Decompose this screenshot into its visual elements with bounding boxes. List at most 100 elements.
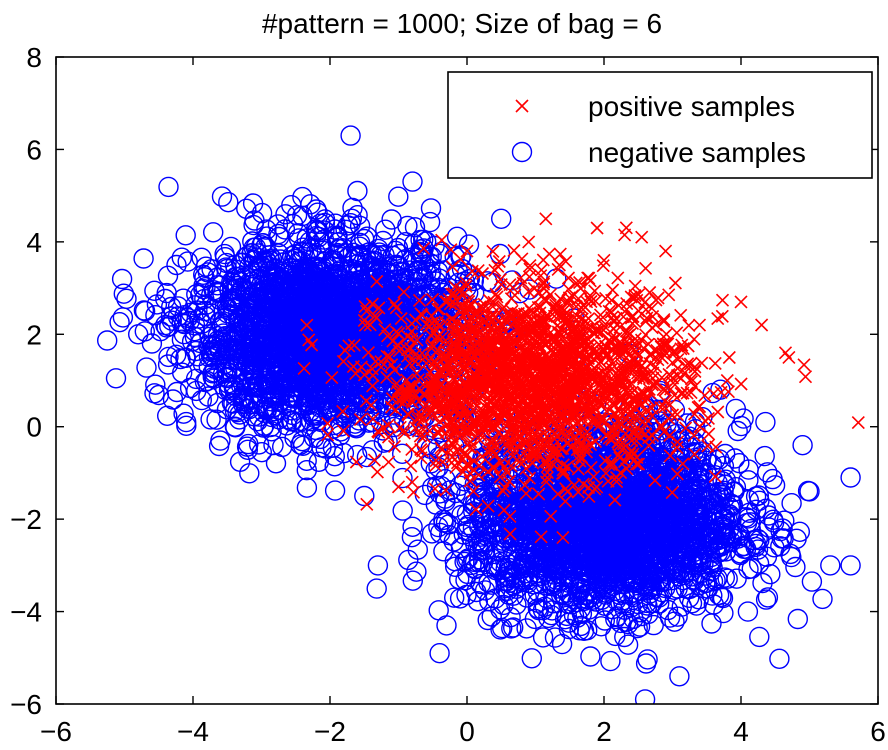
negative-sample-point-2431 [280,385,302,407]
negative-sample-point-2363 [112,307,134,328]
negative-sample-point-14 [388,186,409,207]
negative-sample-point-2280 [252,286,273,307]
negative-sample-point-1862 [243,214,264,236]
negative-sample-point-1691 [296,460,317,481]
negative-sample-point-1099 [214,243,235,265]
negative-sample-point-2262 [158,346,179,368]
negative-sample-point-1268 [300,194,321,215]
negative-sample-point-2271 [292,435,314,456]
negative-sample-point-2434 [221,271,242,293]
negative-sample-point-2387 [271,326,292,347]
negative-sample-point-2375 [400,269,421,290]
negative-sample-point-2198 [304,407,326,429]
scatter-points [96,125,865,704]
negative-sample-point-1906 [133,300,155,321]
negative-sample-point-2110 [241,271,263,292]
negative-sample-point-2144 [361,243,382,264]
negative-sample-point-808 [347,444,368,466]
negative-sample-point-2043 [274,219,296,240]
negative-sample-point-2246 [349,215,371,237]
negative-sample-point-2358 [295,348,316,369]
negative-sample-point-1840 [322,249,343,271]
negative-sample-point-1108 [446,226,468,248]
negative-sample-point-2316 [309,285,330,307]
chart-title: #pattern = 1000; Size of bag = 6 [262,8,662,39]
negative-sample-point-1803 [105,368,127,389]
negative-sample-point-2283 [420,198,442,219]
negative-sample-point-2430 [342,313,364,335]
negative-sample-point-270 [248,434,270,455]
negative-sample-point-2053 [347,254,368,275]
negative-sample-point-2380 [216,399,238,420]
negative-sample-point-1998 [307,405,328,426]
negative-sample-point-2256 [272,436,293,458]
negative-sample-point-1067 [156,317,177,338]
negative-sample-point-2432 [346,364,367,386]
negative-sample-point-2156 [242,231,263,252]
negative-sample-point-1371 [310,428,331,450]
negative-sample-point-695 [392,443,413,464]
negative-sample-point-2390 [421,246,442,267]
negative-sample-point-2228 [239,398,260,420]
negative-sample-point-1911 [144,383,165,404]
negative-sample-point-2161 [375,219,396,240]
negative-sample-point-757 [296,477,318,498]
negative-sample-point-2134 [213,313,235,335]
negative-sample-point-1836 [404,217,426,238]
negative-sample-point-2189 [198,356,220,377]
negative-sample-point-2381 [420,276,441,297]
negative-sample-point-746 [314,220,335,241]
negative-sample-point-1893 [402,279,424,300]
negative-sample-point-2108 [387,237,409,259]
negative-sample-point-1666 [256,226,278,247]
negative-sample-point-878 [145,374,166,395]
negative-sample-point-2169 [158,176,179,198]
negative-sample-point-2272 [184,326,206,348]
negative-sample-point-611 [356,226,378,247]
negative-sample-point-2435 [292,241,314,263]
negative-sample-point-2143 [211,186,233,207]
negative-sample-point-1319 [402,171,423,192]
negative-sample-point-678 [299,231,320,252]
negative-sample-point-2253 [223,377,245,398]
negative-sample-point-1568 [109,312,130,333]
negative-sample-point-2184 [337,215,359,236]
negative-sample-point-2210 [340,391,361,412]
negative-sample-point-2263 [266,287,288,308]
negative-sample-point-2385 [393,274,414,295]
negative-sample-point-2347 [322,272,343,293]
negative-sample-point-2366 [202,335,223,356]
negative-sample-point-2087 [199,326,220,348]
negative-sample-point-1724 [191,247,212,268]
negative-sample-point-1759 [286,205,308,226]
negative-sample-point-2096 [175,347,197,368]
negative-sample-point-1886 [250,255,271,277]
negative-sample-point-1857 [324,456,345,477]
negative-sample-point-2220 [305,219,327,240]
negative-sample-point-2284 [268,243,289,264]
negative-sample-point-1514 [420,253,441,274]
negative-sample-point-1546 [179,310,200,332]
negative-sample-point-102 [144,280,165,301]
negative-sample-point-2417 [241,359,262,380]
negative-sample-point-2433 [310,213,331,234]
negative-sample-point-1011 [177,251,198,272]
negative-sample-point-1420 [206,409,227,430]
negative-sample-point-1940 [207,283,229,304]
negative-sample-point-2099 [362,440,383,461]
negative-sample-point-1375 [173,403,194,424]
negative-sample-point-1868 [277,409,298,430]
negative-sample-point-2324 [323,418,344,439]
negative-sample-point-2109 [296,450,317,471]
negative-sample-point-1672 [238,433,259,455]
negative-sample-point-1193 [410,229,431,251]
negative-sample-point-2344 [354,326,376,348]
negative-sample-point-2205 [313,229,335,250]
negative-sample-point-2429 [136,357,157,378]
negative-sample-point-137 [96,330,118,351]
negative-sample-point-2086 [209,311,231,332]
negative-sample-point-624 [218,191,239,213]
negative-sample-point-2314 [285,331,306,352]
negative-sample-point-2308 [320,373,341,394]
